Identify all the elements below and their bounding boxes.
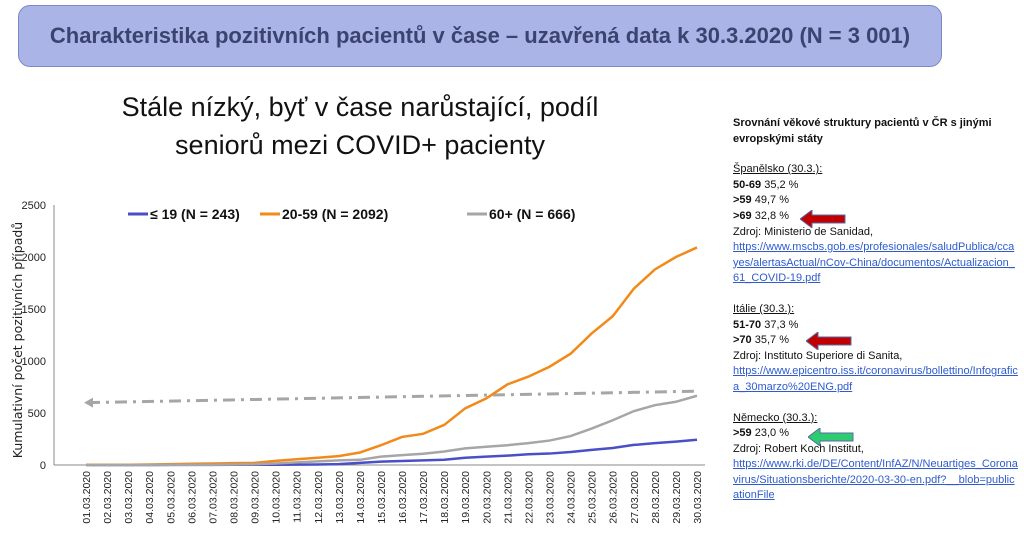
x-tick-label: 17.03.2020 xyxy=(418,471,430,524)
x-tick-label: 26.03.2020 xyxy=(608,471,620,524)
row-label: 50-69 xyxy=(733,178,762,191)
x-tick-label: 22.03.2020 xyxy=(523,471,535,524)
comparison-panel: Srovnání věkové struktury pacientů v ČR … xyxy=(733,116,1018,504)
legend-label: ≤ 19 (N = 243) xyxy=(150,206,240,222)
x-tick-label: 06.03.2020 xyxy=(186,471,198,524)
series-line-1 xyxy=(86,246,698,466)
trend-line xyxy=(87,389,698,405)
row-value: 23,0 % xyxy=(754,427,789,440)
row-label: >59 xyxy=(733,427,752,440)
x-tick-label: 04.03.2020 xyxy=(144,471,156,524)
x-tick-label: 29.03.2020 xyxy=(671,471,683,524)
y-tick-label: 500 xyxy=(28,408,46,420)
x-tick-label: 25.03.2020 xyxy=(587,471,599,524)
trend-arrowhead-icon xyxy=(84,397,93,408)
x-tick-label: 03.03.2020 xyxy=(123,471,135,524)
x-tick-label: 05.03.2020 xyxy=(165,471,177,524)
row-label: >59 xyxy=(733,194,752,207)
x-tick-label: 23.03.2020 xyxy=(545,471,557,524)
x-tick-label: 27.03.2020 xyxy=(629,471,641,524)
panel-heading: Srovnání věkové struktury pacientů v ČR … xyxy=(733,117,992,145)
row-label: >70 xyxy=(733,334,752,347)
x-tick-label: 20.03.2020 xyxy=(481,471,493,524)
x-tick-label: 01.03.2020 xyxy=(81,471,93,524)
y-tick-label: 2500 xyxy=(22,200,46,212)
y-tick-label: 0 xyxy=(40,460,46,472)
spain-row: >69 32,8 % xyxy=(733,209,1018,225)
line-chart: 0 500 1000 1500 2000 2500 01.03.2020 02.03.2020… xyxy=(10,200,705,524)
row-value: 49,7 % xyxy=(754,194,789,207)
x-tick-label: 30.03.2020 xyxy=(692,471,704,524)
spain-row: 50-69 35,2 % xyxy=(733,178,1018,194)
x-tick-label: 19.03.2020 xyxy=(460,471,472,524)
y-tick-label: 1000 xyxy=(22,356,46,368)
spain-title: Španělsko (30.3.): xyxy=(733,163,823,176)
germany-row: >59 23,0 % xyxy=(733,426,1018,442)
x-tick-label: 07.03.2020 xyxy=(207,471,219,524)
germany-title: Německo (30.3.): xyxy=(733,411,818,424)
row-label: 51-70 xyxy=(733,318,762,331)
x-tick-label: 02.03.2020 xyxy=(102,471,114,524)
italy-source-link[interactable]: https://www.epicentro.iss.it/coronavirus… xyxy=(733,365,1018,393)
row-value: 37,3 % xyxy=(764,318,799,331)
x-tick-label: 11.03.2020 xyxy=(292,471,304,523)
spain-source: Zdroj: Ministerio de Sanidad, xyxy=(733,225,874,238)
x-tick-label: 15.03.2020 xyxy=(376,471,388,524)
y-tick-label: 1500 xyxy=(22,304,46,316)
row-label: >69 xyxy=(733,209,752,222)
italy-row: >70 35,7 % xyxy=(733,333,1018,349)
series-line-0 xyxy=(86,438,698,467)
header-banner: Charakteristika pozitivních pacientů v č… xyxy=(18,5,942,67)
row-value: 35,2 % xyxy=(764,178,799,191)
legend-label: 60+ (N = 666) xyxy=(489,206,575,222)
spain-source-link[interactable]: https://www.mscbs.gob.es/profesionales/s… xyxy=(733,241,1015,285)
slide-title: Stále nízký, byť v čase narůstající, pod… xyxy=(80,88,640,164)
x-tick-label: 09.03.2020 xyxy=(250,471,262,524)
row-value: 32,8 % xyxy=(754,209,789,222)
italy-title: Itálie (30.3.): xyxy=(733,302,795,315)
slide-title-line: Stále nízký, byť v čase narůstající, pod… xyxy=(121,92,599,122)
legend-label: 20-59 (N = 2092) xyxy=(282,206,388,222)
x-tick-label: 16.03.2020 xyxy=(397,471,409,524)
italy-source: Zdroj: Instituto Superiore di Sanita, xyxy=(733,349,903,362)
italy-row: 51-70 37,3 % xyxy=(733,318,1018,334)
series-line-2 xyxy=(86,394,698,467)
row-value: 35,7 % xyxy=(754,334,789,347)
x-tick-label: 12.03.2020 xyxy=(313,471,325,524)
x-tick-label: 18.03.2020 xyxy=(439,471,451,524)
x-tick-label: 13.03.2020 xyxy=(334,471,346,524)
x-tick-label: 24.03.2020 xyxy=(566,471,578,524)
red-arrow-icon xyxy=(800,210,846,228)
germany-source-link[interactable]: https://www.rki.de/DE/Content/InfAZ/N/Ne… xyxy=(733,458,1018,502)
y-tick-label: 2000 xyxy=(22,252,46,264)
green-arrow-icon xyxy=(808,428,854,446)
y-axis-label: Kumulativní počet pozitivních případů xyxy=(10,222,25,458)
x-tick-label: 10.03.2020 xyxy=(271,471,283,524)
slide-title-line: seniorů mezi COVID+ pacienty xyxy=(175,130,545,160)
x-tick-label: 21.03.2020 xyxy=(502,471,514,524)
x-tick-label: 08.03.2020 xyxy=(228,471,240,524)
red-arrow-icon xyxy=(806,332,852,350)
germany-source: Zdroj: Robert Koch Institut, xyxy=(733,442,864,455)
spain-row: >59 49,7 % xyxy=(733,193,1018,209)
header-title: Charakteristika pozitivních pacientů v č… xyxy=(49,23,911,48)
x-tick-label: 28.03.2020 xyxy=(650,471,662,524)
x-tick-label: 14.03.2020 xyxy=(355,471,367,524)
